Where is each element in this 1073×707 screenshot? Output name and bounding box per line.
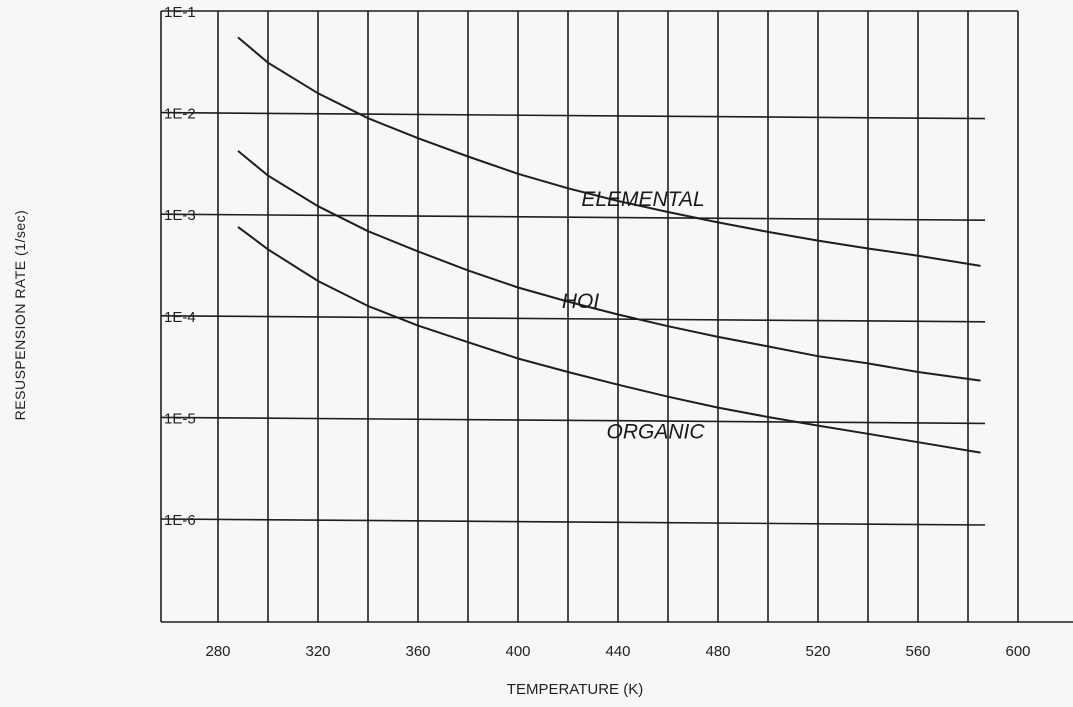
curve-layer (237, 36, 981, 454)
y-tick-label: 1E-4 (164, 309, 196, 326)
y-tick-label: 1E-5 (164, 410, 196, 427)
grid-layer (160, 10, 1073, 623)
x-tick-label: 520 (805, 643, 830, 660)
horizontal-gridline (160, 213, 986, 221)
label-layer: TEMPERATURE (K) RESUSPENSION RATE (1/sec… (12, 188, 705, 698)
x-tick-label: 320 (305, 643, 330, 660)
y-tick-label: 1E-3 (164, 207, 196, 224)
tick-layer: 1E-1 1E-2 1E-3 1E-4 1E-5 1E-6 280 320 360 400 440 4… (164, 4, 1031, 660)
horizontal-gridline (160, 416, 986, 425)
horizontal-gridline (160, 518, 986, 526)
x-tick-label: 400 (505, 643, 530, 660)
series-label-organic: ORGANIC (606, 420, 705, 443)
y-tick-label: 1E-6 (164, 512, 196, 529)
y-tick-label: 1E-2 (164, 106, 196, 123)
horizontal-gridline (160, 315, 986, 323)
x-tick-label: 280 (205, 643, 230, 660)
series-line-hoi (237, 150, 981, 382)
x-tick-label: 560 (905, 643, 930, 660)
x-tick-label: 440 (605, 643, 630, 660)
y-tick-label: 1E-1 (164, 4, 196, 21)
series-label-hoi: HOI (562, 290, 600, 313)
x-tick-label: 360 (405, 643, 430, 660)
y-axis-label: RESUSPENSION RATE (1/sec) (12, 210, 28, 421)
series-line-organic (237, 226, 981, 454)
series-label-elemental: ELEMENTAL (581, 188, 704, 211)
x-tick-label: 600 (1005, 643, 1030, 660)
horizontal-gridline (160, 111, 986, 120)
x-tick-label: 480 (705, 643, 730, 660)
series-line-elemental (237, 36, 981, 267)
x-axis-label: TEMPERATURE (K) (507, 681, 643, 698)
